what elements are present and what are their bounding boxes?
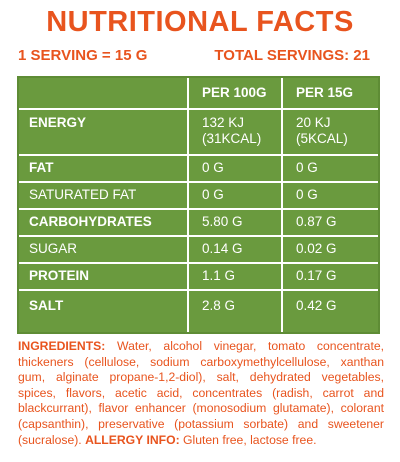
- table-row: FAT 0 G 0 G: [19, 156, 378, 181]
- carbohydrates-per-15g: 0.87 G: [281, 210, 378, 235]
- row-label-fat: FAT: [29, 160, 54, 175]
- sugar-per-15g: 0.02 G: [281, 237, 378, 262]
- saturated-fat-per-15g: 0 G: [281, 183, 378, 208]
- table-row: SALT 2.8 G 0.42 G: [19, 291, 378, 332]
- total-servings: TOTAL SERVINGS: 21: [214, 47, 370, 64]
- fat-per-15g: 0 G: [281, 156, 378, 181]
- serving-size: 1 SERVING = 15 G: [18, 47, 148, 64]
- row-label-carbohydrates: CARBOHYDRATES: [29, 214, 152, 229]
- table-row: ENERGY 132 KJ (31KCAL) 20 KJ (5KCAL): [19, 110, 378, 154]
- row-label-sugar: SUGAR: [29, 241, 78, 256]
- row-label-saturated-fat: SATURATED FAT: [29, 187, 137, 202]
- ingredients-text: Water, alcohol vinegar, tomato concentra…: [18, 339, 385, 447]
- energy-per-15g: 20 KJ (5KCAL): [281, 110, 378, 154]
- salt-per-100g: 2.8 G: [187, 291, 281, 332]
- fat-per-100g: 0 G: [187, 156, 281, 181]
- salt-per-15g: 0.42 G: [281, 291, 378, 332]
- ingredients-label: INGREDIENTS:: [18, 339, 106, 353]
- page-title: NUTRITIONAL FACTS: [46, 6, 354, 38]
- row-label-energy: ENERGY: [29, 115, 87, 130]
- saturated-fat-per-100g: 0 G: [187, 183, 281, 208]
- table-row: SUGAR 0.14 G 0.02 G: [19, 237, 378, 262]
- protein-per-100g: 1.1 G: [187, 264, 281, 289]
- nutrition-table: PER 100G PER 15G ENERGY 132 KJ (31KCAL) …: [17, 76, 380, 334]
- header-per-100g: PER 100G: [187, 78, 281, 108]
- carbohydrates-per-100g: 5.80 G: [187, 210, 281, 235]
- row-label-protein: PROTEIN: [29, 268, 90, 283]
- table-header-row: PER 100G PER 15G: [19, 78, 378, 108]
- table-row: CARBOHYDRATES 5.80 G 0.87 G: [19, 210, 378, 235]
- table-row: PROTEIN 1.1 G 0.17 G: [19, 264, 378, 289]
- energy-per-100g: 132 KJ (31KCAL): [187, 110, 281, 154]
- sugar-per-100g: 0.14 G: [187, 237, 281, 262]
- row-label-salt: SALT: [29, 298, 64, 313]
- header-per-15g: PER 15G: [281, 78, 378, 108]
- allergy-text: Gluten free, lactose free.: [183, 432, 317, 447]
- protein-per-15g: 0.17 G: [281, 264, 378, 289]
- ingredients-text-block: INGREDIENTS: Water, alcohol vinegar, tom…: [18, 339, 384, 448]
- table-row: SATURATED FAT 0 G 0 G: [19, 183, 378, 208]
- allergy-label: ALLERGY INFO:: [85, 432, 180, 447]
